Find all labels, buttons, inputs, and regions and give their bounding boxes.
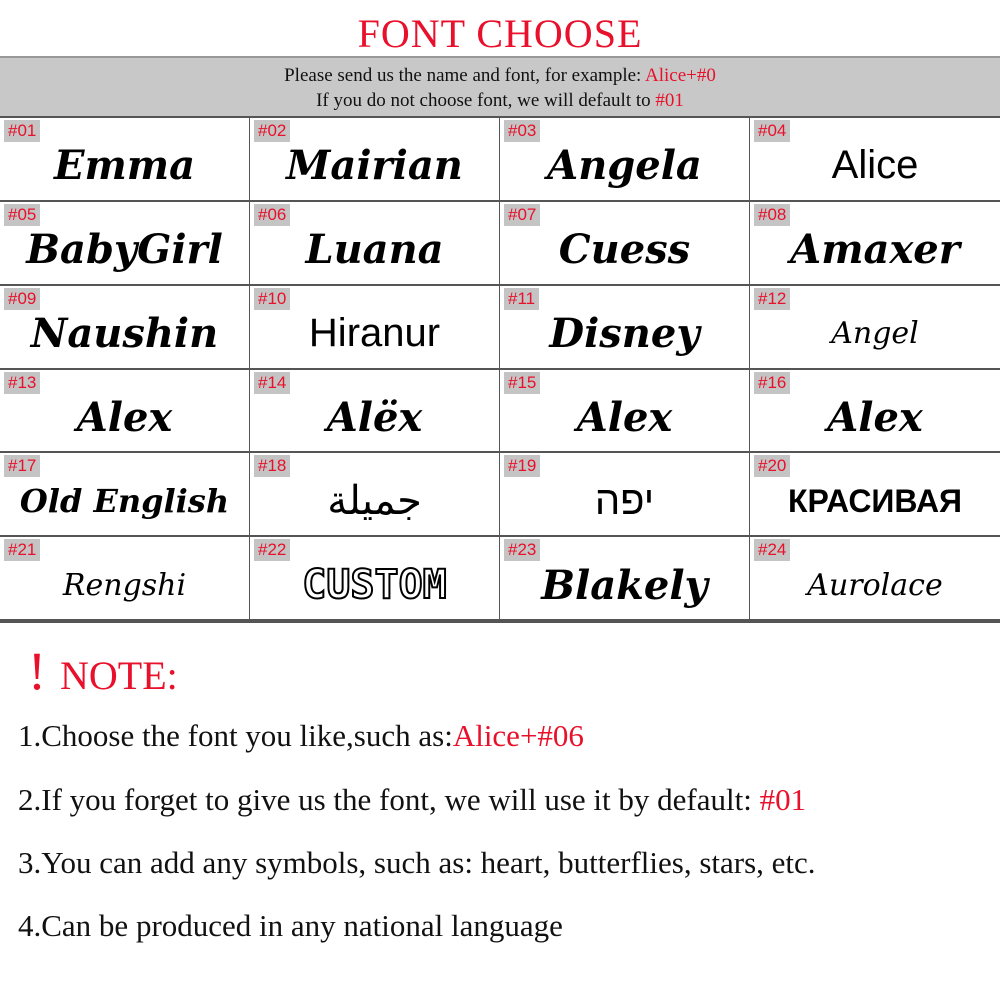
font-sample: Alex <box>76 393 173 441</box>
font-number: #01 <box>4 120 41 142</box>
font-number: #05 <box>4 203 41 226</box>
font-number: #04 <box>754 120 791 142</box>
font-number: #07 <box>504 203 541 226</box>
banner-default: #01 <box>655 90 684 111</box>
font-number: #13 <box>4 371 41 394</box>
font-number: #24 <box>754 539 791 562</box>
font-cell: #18 جميلة <box>250 453 500 538</box>
instruction-banner: Please send us the name and font, for ex… <box>0 56 1000 116</box>
exclamation-icon: ! <box>28 641 46 701</box>
font-cell: #15 Alex <box>500 369 750 454</box>
font-number: #19 <box>504 455 541 478</box>
font-number: #20 <box>754 455 791 478</box>
font-number: #23 <box>504 539 541 562</box>
font-sample: Naushin <box>30 310 219 358</box>
note-item: 3.You can add any symbols, such as: hear… <box>18 845 816 881</box>
banner-example: Alice+#0 <box>645 65 716 86</box>
banner-line1: Please send us the name and font, for ex… <box>284 65 646 86</box>
font-cell: #10 Hiranur <box>250 285 500 370</box>
font-number: #16 <box>754 371 791 394</box>
font-number: #18 <box>254 455 291 478</box>
font-cell: #03 Angela <box>500 118 750 202</box>
font-number: #22 <box>254 539 291 562</box>
font-number: #02 <box>254 120 291 142</box>
note-text: 4.Can be produced in any national langua… <box>18 908 563 943</box>
note-text: 3.You can add any symbols, such as: hear… <box>18 845 816 880</box>
note-item: 4.Can be produced in any national langua… <box>18 908 563 944</box>
font-sample: BabyGirl <box>26 226 223 274</box>
font-cell: #05 BabyGirl <box>0 201 250 286</box>
font-number: #03 <box>504 120 541 142</box>
note-text: 2.If you forget to give us the font, we … <box>18 782 760 817</box>
font-sample: Amaxer <box>790 226 960 274</box>
font-sample: Rengshi <box>62 567 187 603</box>
font-number: #21 <box>4 539 41 562</box>
font-sample: Angel <box>831 316 919 352</box>
font-cell: #02 Mairian <box>250 118 500 202</box>
font-cell: #01 Emma <box>0 118 250 202</box>
font-cell: #21 Rengshi <box>0 537 250 621</box>
font-cell: #22 CUSTOM <box>250 537 500 621</box>
note-highlight: #01 <box>759 782 807 817</box>
font-sample: Old English <box>19 482 230 521</box>
font-sample: КРАСИВАЯ <box>787 482 963 519</box>
font-number: #15 <box>504 371 541 394</box>
font-cell: #17 Old English <box>0 453 250 538</box>
note-text: 1.Choose the font you like,such as: <box>18 718 453 753</box>
note-item: 1.Choose the font you like,such as:Alice… <box>18 718 584 754</box>
font-number: #17 <box>4 455 41 478</box>
note-heading: ! NOTE: <box>28 640 178 702</box>
font-cell: #06 Luana <box>250 201 500 286</box>
font-cell: #24 Aurolace <box>750 537 1000 621</box>
font-cell: #07 Cuess <box>500 201 750 286</box>
font-sample: CUSTOM <box>301 561 447 609</box>
font-number: #11 <box>504 287 540 310</box>
font-sample: Angela <box>547 142 702 190</box>
font-cell: #11 Disney <box>500 285 750 370</box>
font-sample: Blakely <box>541 561 708 609</box>
font-cell: #08 Amaxer <box>750 202 1000 286</box>
font-sample: Alëx <box>326 393 423 441</box>
font-cell: #12 Angel <box>750 286 1000 370</box>
font-cell: #23 Blakely <box>500 537 750 621</box>
note-title: NOTE: <box>59 653 178 698</box>
font-sample: Alice <box>831 143 919 188</box>
font-sample: Emma <box>53 142 196 190</box>
font-sample: יפה <box>594 478 655 523</box>
font-cell: #13 Alex <box>0 369 250 454</box>
font-number: #10 <box>254 287 291 310</box>
font-number: #14 <box>254 371 291 394</box>
font-sample: Luana <box>305 226 444 274</box>
font-sample: Mairian <box>286 142 463 190</box>
font-grid: #01 Emma #02 Mairian #03 Angela #04 Alice #05 Bab… <box>0 116 1000 623</box>
font-cell: #20 КРАСИВАЯ <box>750 453 1000 538</box>
font-sample: Alex <box>827 393 923 441</box>
note-item: 2.If you forget to give us the font, we … <box>18 782 806 818</box>
note-highlight: Alice+#06 <box>452 718 584 753</box>
font-cell: #14 Alëx <box>250 369 500 454</box>
font-number: #08 <box>754 203 791 226</box>
font-cell: #04 Alice <box>750 118 1000 202</box>
font-sample: Alex <box>576 393 673 441</box>
font-cell: #16 Alex <box>750 370 1000 454</box>
banner-line2: If you do not choose font, we will defau… <box>316 90 656 111</box>
page-title: FONT CHOOSE <box>357 11 643 56</box>
font-cell: #19 יפה <box>500 453 750 538</box>
font-number: #09 <box>4 287 41 310</box>
font-sample: جميلة <box>327 479 422 524</box>
font-number: #06 <box>254 203 291 226</box>
font-sample: Hiranur <box>308 311 441 356</box>
font-sample: Aurolace <box>807 567 943 603</box>
font-cell: #09 Naushin <box>0 285 250 370</box>
font-sample: Cuess <box>558 226 691 274</box>
font-number: #12 <box>754 287 791 310</box>
font-sample: Disney <box>549 310 700 358</box>
